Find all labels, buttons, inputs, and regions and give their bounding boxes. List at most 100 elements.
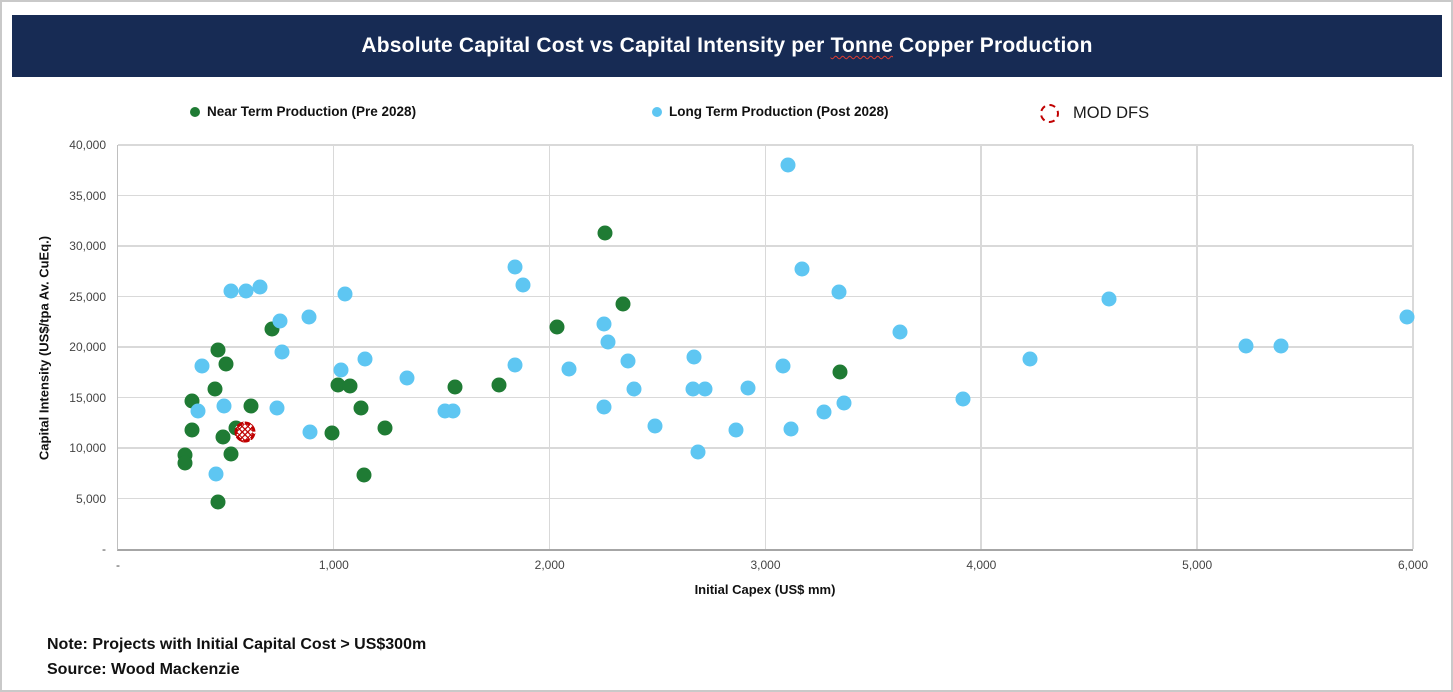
near-term-point	[177, 455, 193, 471]
x-axis-title: Initial Capex (US$ mm)	[694, 582, 836, 597]
legend-item-long-term: Long Term Production (Post 2028)	[652, 104, 889, 119]
y-tick-label: 25,000	[69, 289, 106, 304]
horizontal-gridline	[118, 497, 1413, 499]
long-term-point	[600, 334, 616, 350]
long-term-point	[697, 381, 713, 397]
long-term-point	[399, 370, 415, 386]
long-term-point	[337, 286, 353, 302]
legend-item-near-term: Near Term Production (Pre 2028)	[190, 104, 416, 119]
near-term-point	[210, 342, 226, 358]
long-term-point	[507, 259, 523, 275]
near-term-point	[832, 364, 848, 380]
near-term-point	[615, 296, 631, 312]
long-term-point	[836, 395, 852, 411]
long-term-point	[780, 157, 796, 173]
long-term-point	[775, 358, 791, 374]
y-tick-label: 10,000	[69, 441, 106, 455]
long-term-point	[783, 421, 799, 437]
near-term-point	[342, 378, 358, 394]
mod-dfs-marker	[234, 421, 256, 443]
long-term-point	[272, 313, 288, 329]
long-term-point	[686, 349, 702, 365]
y-tick-label: -	[102, 542, 106, 556]
near-term-point	[356, 467, 372, 483]
title-spellcheck-word: Tonne	[830, 34, 893, 57]
long-term-point	[238, 283, 254, 299]
y-tick-label: 5,000	[75, 491, 106, 506]
long-term-point	[955, 391, 971, 406]
long-term-point	[561, 361, 577, 377]
title-prefix: Absolute Capital Cost vs Capital Intensi…	[361, 34, 831, 57]
y-axis-title: Capital Intensity (US$/tpa Av. CuEq.)	[36, 235, 52, 461]
near-term-point	[447, 379, 463, 395]
long-term-legend-label: Long Term Production (Post 2028)	[669, 104, 889, 119]
near-term-point	[597, 225, 613, 241]
near-term-point	[324, 425, 340, 441]
long-term-legend-dot-icon	[652, 106, 662, 117]
y-tick-label: 20,000	[69, 340, 106, 354]
near-term-point	[377, 420, 393, 436]
near-term-point	[223, 446, 239, 462]
long-term-point	[269, 400, 285, 416]
long-term-point	[1022, 351, 1038, 367]
near-term-point	[207, 381, 223, 397]
long-term-point	[794, 261, 810, 277]
long-term-point	[223, 283, 239, 299]
near-term-legend-dot-icon	[190, 106, 200, 117]
long-term-point	[190, 403, 206, 419]
horizontal-gridline	[118, 245, 1413, 247]
y-tick-label: 40,000	[69, 138, 106, 152]
horizontal-gridline	[118, 194, 1413, 196]
legend-item-mod-dfs: MOD DFS	[1040, 104, 1149, 123]
note-text: Note: Projects with Initial Capital Cost…	[47, 636, 427, 653]
long-term-point	[647, 418, 663, 434]
long-term-point	[301, 309, 317, 325]
y-tick-label: 15,000	[69, 390, 106, 405]
legend: Near Term Production (Pre 2028) Long Ter…	[2, 104, 1451, 130]
long-term-point	[740, 380, 756, 396]
horizontal-gridline	[118, 396, 1413, 398]
long-term-point	[728, 422, 744, 438]
footnotes: Note: Projects with Initial Capital Cost…	[47, 632, 426, 682]
long-term-point	[690, 444, 705, 460]
x-tick-label: 5,000	[1182, 558, 1213, 572]
x-tick-label: 1,000	[318, 558, 349, 572]
long-term-point	[252, 279, 268, 295]
long-term-point	[302, 424, 318, 440]
long-term-point	[626, 381, 642, 397]
x-tick-label: 4,000	[966, 558, 997, 572]
x-tick-label: -	[116, 558, 120, 572]
title-suffix: Copper Production	[893, 34, 1093, 57]
near-term-legend-label: Near Term Production (Pre 2028)	[207, 104, 417, 119]
title-banner: Absolute Capital Cost vs Capital Intensi…	[12, 15, 1442, 77]
mod-dfs-dashed-circle-icon	[1040, 104, 1059, 123]
horizontal-gridline	[118, 295, 1413, 297]
long-term-point	[831, 284, 847, 300]
near-term-point	[549, 319, 565, 335]
near-term-point	[243, 398, 259, 414]
long-term-point	[620, 353, 636, 369]
long-term-point	[1238, 338, 1254, 354]
long-term-point	[333, 362, 349, 378]
long-term-point	[1273, 338, 1289, 354]
near-term-point	[215, 429, 231, 445]
near-term-point	[218, 356, 234, 372]
x-tick-label: 3,000	[750, 558, 781, 572]
near-term-point	[491, 377, 507, 393]
long-term-point	[274, 344, 290, 360]
near-term-point	[353, 400, 369, 416]
near-term-point	[330, 377, 346, 393]
long-term-point	[685, 381, 701, 397]
long-term-point	[892, 324, 908, 340]
long-term-point	[194, 358, 210, 374]
near-term-point	[184, 422, 200, 438]
source-text: Source: Wood Mackenzie	[47, 661, 240, 678]
near-term-point	[210, 494, 226, 510]
y-tick-label: 35,000	[69, 188, 106, 203]
long-term-point	[596, 399, 612, 415]
long-term-point	[1399, 309, 1415, 325]
horizontal-gridline	[118, 144, 1413, 146]
long-term-point	[216, 398, 232, 414]
long-term-point	[596, 316, 612, 332]
